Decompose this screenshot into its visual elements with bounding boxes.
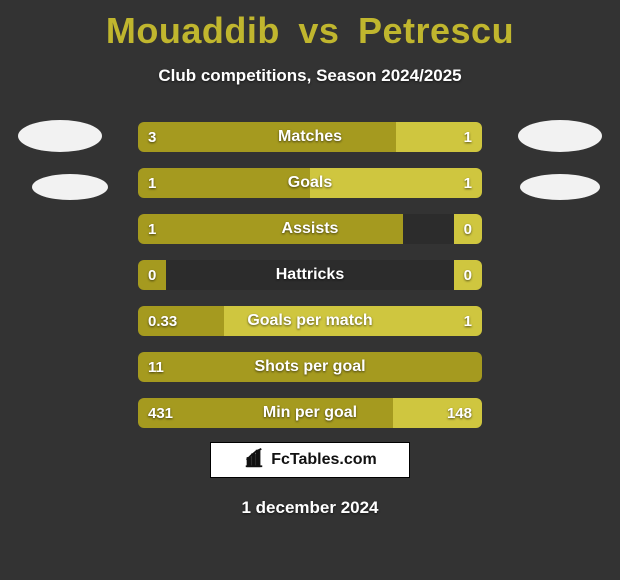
comparison-bars: 3 1 Matches 1 1 Goals 1 0 Assists 0 0 Ha… <box>138 122 482 444</box>
stat-value-right: 0 <box>454 260 482 290</box>
stat-value-left: 0 <box>138 260 166 290</box>
stat-bar-right <box>224 306 482 336</box>
stat-value-right: 1 <box>454 122 482 152</box>
player1-club-badge-2 <box>32 174 108 200</box>
brand-watermark: FcTables.com <box>210 442 410 478</box>
stat-row-assists: 1 0 Assists <box>138 214 482 244</box>
chart-bars-icon <box>243 447 265 474</box>
stat-bar-left <box>138 214 403 244</box>
brand-text: FcTables.com <box>271 451 377 469</box>
stat-row-goals-per-match: 0.33 1 Goals per match <box>138 306 482 336</box>
stat-value-right: 1 <box>454 168 482 198</box>
stat-value-left: 11 <box>138 352 174 382</box>
stat-bar-left <box>138 352 482 382</box>
player2-club-badge-1 <box>518 120 602 152</box>
stat-value-left: 1 <box>138 214 166 244</box>
stat-value-left: 431 <box>138 398 183 428</box>
snapshot-date: 1 december 2024 <box>0 498 620 518</box>
stat-value-left: 3 <box>138 122 166 152</box>
page-title: Mouaddib vs Petrescu <box>0 0 620 52</box>
stat-value-right <box>462 352 482 382</box>
player1-name: Mouaddib <box>106 10 280 51</box>
stat-row-goals: 1 1 Goals <box>138 168 482 198</box>
stat-value-right: 1 <box>454 306 482 336</box>
stat-value-right: 0 <box>454 214 482 244</box>
stat-bar-left <box>138 122 396 152</box>
player2-name: Petrescu <box>358 10 514 51</box>
stat-value-right: 148 <box>437 398 482 428</box>
stat-row-min-per-goal: 431 148 Min per goal <box>138 398 482 428</box>
stat-row-matches: 3 1 Matches <box>138 122 482 152</box>
vs-separator: vs <box>298 10 339 51</box>
stat-label: Hattricks <box>138 260 482 290</box>
stat-value-left: 0.33 <box>138 306 187 336</box>
subtitle: Club competitions, Season 2024/2025 <box>0 66 620 86</box>
stat-row-hattricks: 0 0 Hattricks <box>138 260 482 290</box>
player1-club-badge-1 <box>18 120 102 152</box>
stat-row-shots-per-goal: 11 Shots per goal <box>138 352 482 382</box>
stat-value-left: 1 <box>138 168 166 198</box>
player2-club-badge-2 <box>520 174 600 200</box>
